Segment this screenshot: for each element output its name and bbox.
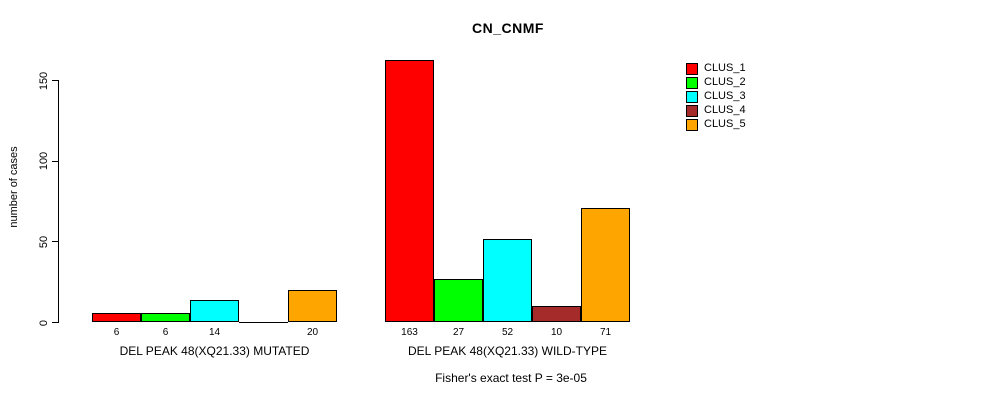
legend-color-swatch-CLUS_4: [686, 104, 698, 117]
legend-color-swatch-CLUS_5: [686, 118, 698, 131]
fisher-test-annotation: Fisher's exact test P = 3e-05: [435, 371, 587, 385]
bar-CLUS_2: [141, 312, 190, 323]
legend-item-CLUS_5: CLUS_5: [686, 118, 746, 131]
legend-color-swatch-CLUS_3: [686, 90, 698, 103]
y-axis-tick: [52, 160, 59, 162]
bar-value-label: 163: [401, 327, 418, 338]
legend-label: CLUS_2: [704, 76, 746, 88]
y-axis-line: [58, 80, 59, 323]
y-axis-tick-label: 50: [38, 235, 50, 248]
legend: CLUS_1 CLUS_2 CLUS_3 CLUS_4 CLUS_5: [686, 62, 746, 132]
y-axis-tick-label: 100: [38, 151, 50, 171]
legend-color-swatch-CLUS_1: [686, 62, 698, 75]
y-axis-tick: [52, 322, 59, 323]
legend-label: CLUS_5: [704, 118, 746, 130]
x-group-label-mutated: DEL PEAK 48(XQ21.33) MUTATED: [119, 344, 310, 358]
bar-value-label: 14: [208, 327, 221, 338]
bar-CLUS_4: [532, 306, 581, 323]
bar-value-label: 27: [452, 327, 465, 338]
legend-item-CLUS_1: CLUS_1: [686, 62, 746, 75]
bar-CLUS_3: [190, 299, 239, 323]
bar-CLUS_3: [483, 238, 532, 323]
bar-value-label: 6: [113, 327, 120, 338]
bar-CLUS_2: [434, 278, 483, 323]
y-axis-label: number of cases: [8, 146, 20, 228]
y-axis-tick-label: 150: [38, 71, 50, 90]
x-group-label-wild-type: DEL PEAK 48(XQ21.33) WILD-TYPE: [408, 344, 607, 358]
legend-item-CLUS_2: CLUS_2: [686, 76, 746, 89]
legend-label: CLUS_1: [704, 62, 746, 74]
bar-CLUS_5: [288, 290, 337, 323]
bar-CLUS_1: [385, 59, 434, 323]
legend-item-CLUS_4: CLUS_4: [686, 104, 746, 117]
legend-label: CLUS_4: [704, 104, 746, 116]
bar-value-label: 10: [550, 327, 563, 338]
bar-CLUS_5: [581, 207, 630, 323]
y-axis-tick-label: 0: [38, 319, 50, 326]
legend-item-CLUS_3: CLUS_3: [686, 90, 746, 103]
bar-value-label: 71: [599, 327, 612, 338]
bar-CLUS_4-zero: [239, 321, 288, 323]
legend-color-swatch-CLUS_2: [686, 76, 698, 89]
chart-title: CN_CNMF: [472, 20, 544, 36]
bar-value-label: 52: [501, 327, 514, 338]
bar-CLUS_1: [92, 312, 141, 323]
legend-label: CLUS_3: [704, 90, 746, 102]
y-axis-tick: [52, 241, 59, 243]
bar-value-label: 6: [162, 327, 169, 338]
bar-value-label: 20: [306, 327, 319, 338]
y-axis-tick: [52, 80, 59, 81]
